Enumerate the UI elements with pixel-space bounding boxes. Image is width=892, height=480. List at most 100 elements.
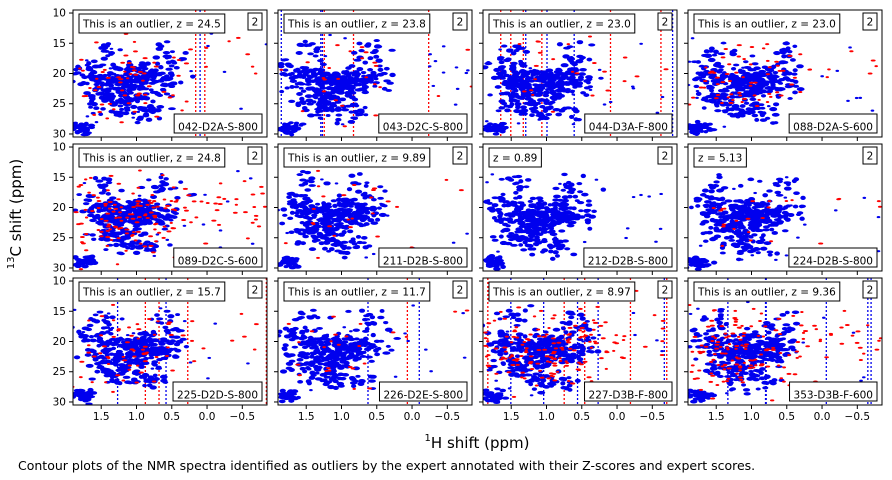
outlier-peak — [118, 227, 124, 230]
reference-peak — [278, 399, 286, 404]
reference-peak — [558, 182, 562, 185]
reference-peak — [341, 347, 349, 351]
reference-peak — [355, 374, 361, 378]
reference-peak — [178, 80, 184, 85]
reference-peak — [87, 395, 96, 399]
outlier-peak — [153, 216, 158, 219]
reference-peak — [792, 84, 800, 88]
reference-peak — [322, 208, 328, 213]
outlier-peak — [111, 210, 116, 213]
outlier-peak — [133, 50, 138, 53]
reference-peak — [116, 350, 123, 354]
reference-peak — [90, 59, 98, 64]
reference-peak — [388, 348, 395, 352]
reference-peak — [504, 108, 511, 113]
reference-peak — [332, 239, 340, 243]
reference-peak — [323, 181, 331, 186]
reference-peak — [332, 378, 338, 383]
reference-peak — [154, 202, 161, 206]
outlier-peak — [141, 79, 145, 82]
reference-peak — [510, 51, 517, 56]
reference-peak — [737, 225, 745, 230]
reference-peak — [65, 394, 70, 397]
reference-peak — [316, 351, 323, 355]
sample-id-label: 212-D2B-S-800 — [588, 256, 668, 268]
reference-peak — [454, 66, 459, 69]
reference-peak — [362, 88, 368, 92]
reference-peak — [526, 102, 534, 106]
reference-peak — [96, 343, 102, 348]
reference-peak — [561, 195, 569, 200]
reference-peak — [340, 224, 346, 230]
reference-peak — [293, 211, 301, 215]
reference-peak — [355, 82, 363, 87]
sample-id-label: 089-D2C-S-600 — [178, 256, 258, 268]
reference-peak — [201, 223, 206, 226]
reference-peak — [279, 89, 285, 94]
outlier-peak — [336, 343, 341, 346]
outlier-peak — [702, 86, 707, 89]
reference-peak — [143, 112, 150, 118]
reference-peak — [335, 72, 341, 77]
reference-peak — [535, 226, 543, 231]
outlier-peak — [360, 57, 365, 60]
reference-peak — [108, 78, 116, 82]
outlier-peak — [186, 194, 192, 197]
reference-peak — [702, 193, 707, 197]
reference-peak — [188, 361, 193, 364]
reference-peak — [182, 51, 189, 55]
reference-peak — [583, 209, 590, 213]
outlier-peak — [102, 345, 107, 348]
outlier-peak — [105, 229, 110, 232]
outlier-peak — [124, 341, 130, 344]
outlier-peak — [465, 48, 471, 51]
reference-peak — [293, 336, 300, 340]
reference-peak — [355, 189, 363, 194]
outlier-peak — [720, 244, 725, 247]
reference-peak — [308, 204, 316, 208]
reference-peak — [778, 81, 784, 85]
outlier-peak — [570, 70, 575, 73]
reference-peak — [126, 381, 134, 385]
reference-peak — [769, 107, 778, 112]
reference-peak — [165, 67, 173, 71]
outlier-peak — [104, 381, 108, 384]
outlier-peak — [73, 385, 75, 388]
reference-peak — [108, 332, 114, 336]
outlier-peak — [83, 208, 88, 211]
reference-peak — [505, 224, 511, 228]
reference-peak — [548, 81, 557, 85]
outlier-peak — [137, 215, 142, 218]
reference-peak — [747, 244, 754, 249]
outlier-peak — [295, 363, 301, 366]
reference-peak — [755, 240, 764, 244]
reference-peak — [505, 57, 512, 62]
outlier-peak — [767, 66, 772, 69]
reference-peak — [82, 181, 87, 185]
reference-peak — [753, 208, 760, 212]
reference-peak — [314, 371, 320, 375]
reference-peak — [529, 113, 535, 118]
reference-peak — [567, 80, 576, 85]
reference-peak — [504, 176, 513, 181]
reference-peak — [698, 71, 705, 76]
reference-peak — [103, 248, 109, 252]
reference-peak — [165, 77, 172, 82]
outlier-peak — [182, 187, 188, 190]
reference-peak — [382, 189, 388, 193]
reference-peak — [79, 391, 88, 396]
reference-peak — [539, 87, 546, 90]
reference-peak — [692, 255, 700, 260]
outlier-peak — [737, 91, 742, 94]
reference-peak — [356, 41, 363, 46]
reference-peak — [332, 226, 340, 232]
reference-peak — [749, 97, 757, 101]
outlier-peak — [114, 217, 118, 220]
reference-peak — [166, 309, 171, 313]
reference-peak — [288, 338, 296, 342]
reference-peak — [156, 105, 165, 109]
outlier-peak — [720, 101, 724, 104]
reference-peak — [361, 235, 368, 240]
reference-peak — [762, 225, 770, 229]
outlier-peak — [132, 355, 137, 358]
